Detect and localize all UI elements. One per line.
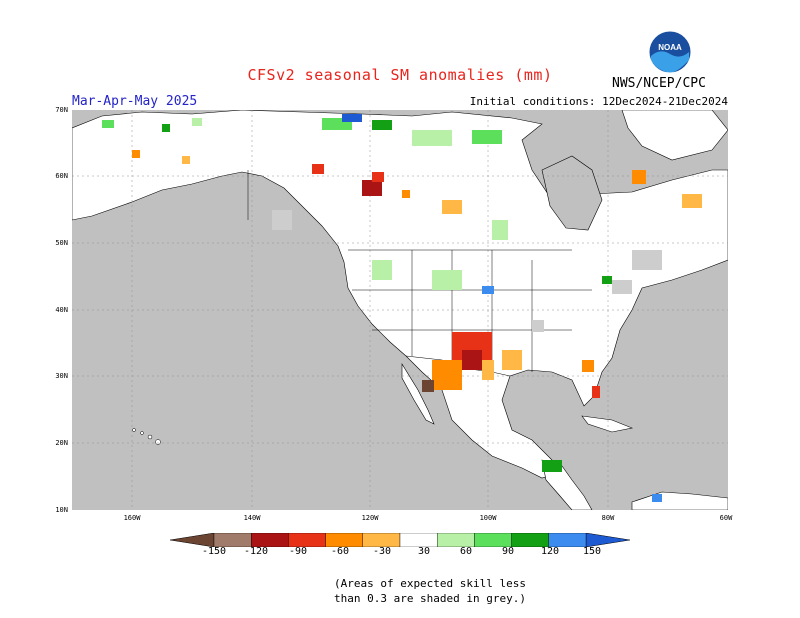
legend-tick--120: -120: [243, 546, 269, 557]
legend-tick-90: 90: [501, 546, 515, 557]
anomaly-cells: [102, 114, 702, 502]
color-bar-box: [213, 532, 252, 548]
hawaii-islands: [132, 428, 161, 445]
land-baja: [401, 362, 435, 425]
lat-label-10n: 10N: [55, 506, 68, 514]
color-bar: [169, 532, 631, 558]
skill-note-line1: (Areas of expected skill less: [333, 577, 527, 590]
map-title: CFSv2 seasonal SM anomalies (mm): [247, 66, 553, 84]
noaa-logo: NOAA: [648, 30, 692, 74]
logo-lettering: NOAA: [658, 43, 682, 52]
legend-tick--30: -30: [372, 546, 392, 557]
lon-label-120w: 120W: [361, 514, 379, 522]
color-bar-box: [362, 532, 401, 548]
map-panel: [71, 109, 729, 511]
land-greenland: [621, 109, 729, 161]
lon-label-80w: 80W: [601, 514, 615, 522]
color-bar-right-arrow: [585, 532, 631, 548]
hudson-bay: [541, 155, 603, 231]
initial-conditions-label: Initial conditions: 12Dec2024-21Dec2024: [469, 95, 728, 108]
legend-tick-150: 150: [582, 546, 602, 557]
color-bar-box: [474, 532, 512, 548]
lat-label-30n: 30N: [55, 372, 68, 380]
color-bar-box: [250, 532, 289, 548]
legend-tick--60: -60: [330, 546, 350, 557]
lat-label-70n: 70N: [55, 106, 68, 114]
lat-label-40n: 40N: [55, 306, 68, 314]
color-bar-box: [548, 532, 587, 548]
legend-tick-60: 60: [459, 546, 473, 557]
legend-tick-30: 30: [417, 546, 431, 557]
legend-tick--150: -150: [201, 546, 227, 557]
lon-label-140w: 140W: [243, 514, 261, 522]
lat-label-50n: 50N: [55, 239, 68, 247]
legend-tick--90: -90: [288, 546, 308, 557]
lat-label-60n: 60N: [55, 172, 68, 180]
color-bar-box: [399, 532, 438, 548]
color-bar-box: [511, 532, 550, 548]
skill-note-line2: than 0.3 are shaded in grey.): [333, 592, 527, 605]
color-bar-box: [437, 532, 475, 548]
land-cuba: [581, 415, 634, 433]
color-bar-left-arrow: [169, 532, 215, 548]
color-bar-box: [325, 532, 364, 548]
lon-label-100w: 100W: [479, 514, 497, 522]
lon-label-160w: 160W: [123, 514, 141, 522]
legend-tick-120: 120: [540, 546, 560, 557]
lat-label-20n: 20N: [55, 439, 68, 447]
color-bar-box: [288, 532, 326, 548]
season-label: Mar-Apr-May 2025: [72, 94, 198, 109]
lon-label-60w: 60W: [719, 514, 733, 522]
agency-label: NWS/NCEP/CPC: [612, 76, 706, 91]
graticule: [72, 110, 728, 510]
